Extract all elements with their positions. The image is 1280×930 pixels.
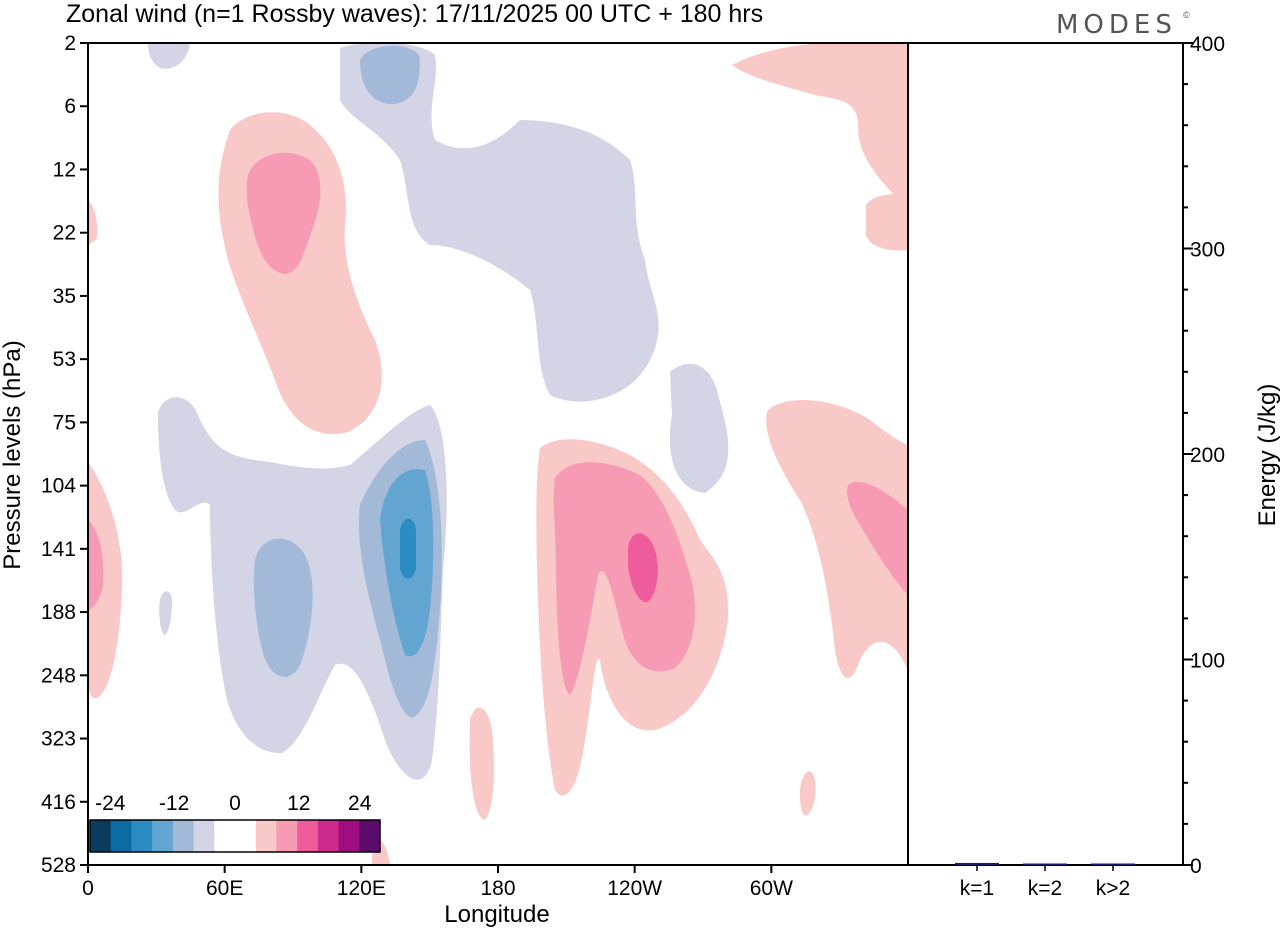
colorbar: -24 -12 0 12 24 [89, 792, 381, 853]
bar-category-label: k>2 [1096, 877, 1130, 900]
colorbar-swatch [235, 820, 257, 852]
contour-neg-small-blob [159, 591, 172, 635]
contour-neg-top-small [148, 43, 190, 69]
contour-pos-lower-center-core [628, 533, 658, 603]
contour-pos-top-right2 [866, 193, 908, 251]
colorbar-label: 12 [287, 792, 310, 815]
colorbar-swatch [110, 820, 132, 852]
colorbar-swatch [131, 820, 153, 852]
y-tick-label: 416 [41, 791, 76, 814]
y-tick-label: 2 [64, 32, 76, 55]
energy-axis-label: Energy (J/kg) [1254, 384, 1280, 527]
x-tick-label: 120W [607, 877, 662, 900]
x-tick-label: 120E [337, 877, 386, 900]
colorbar-label: -24 [95, 792, 126, 815]
colorbar-swatch [172, 820, 195, 852]
colorbar-swatch [276, 820, 298, 852]
contour-neg-lower-left-core [400, 518, 416, 579]
x-tick-label: 0 [82, 877, 94, 900]
energy-tick-label: 400 [1190, 33, 1225, 56]
colorbar-label: 0 [229, 792, 241, 815]
colorbar-swatch [338, 820, 360, 852]
colorbar-swatch [317, 820, 340, 852]
y-tick-label: 188 [41, 601, 76, 624]
contour-pos-lower-center-mid [553, 462, 695, 695]
y-axis-ticks: 2 6 12 22 35 53 75 104 141 188 248 323 416 528 [41, 32, 88, 877]
contour-pos-left-edge-core [88, 520, 104, 610]
y-tick-label: 53 [53, 348, 76, 371]
colorbar-swatch [255, 820, 277, 852]
contour-pos-left-edge [88, 462, 123, 699]
copyright-mark: © [1183, 10, 1190, 20]
y-tick-label: 528 [41, 854, 76, 877]
colorbar-swatch [214, 820, 236, 852]
y-tick-label: 35 [53, 285, 76, 308]
colorbar-swatch [90, 820, 112, 852]
energy-bar [955, 862, 999, 865]
y-tick-label: 248 [41, 664, 76, 687]
contour-pos-upper-left-core [246, 152, 321, 274]
contour-field [88, 43, 908, 865]
y-tick-label: 141 [41, 538, 76, 561]
contour-neg-right-mid [669, 363, 729, 493]
contour-pos-top-right3 [88, 200, 98, 245]
energy-bar [1091, 863, 1135, 865]
colorbar-swatch [359, 820, 381, 852]
colorbar-label: 24 [348, 792, 372, 815]
bar-category-label: k=1 [960, 877, 994, 900]
contour-neg-upper-center-core [360, 45, 420, 105]
contour-pos-lower-right-core [847, 481, 908, 595]
y-axis-label: Pressure levels (hPa) [0, 340, 26, 569]
y-tick-label: 22 [53, 222, 76, 245]
energy-tick-label: 300 [1190, 239, 1225, 262]
x-tick-label: 60W [750, 877, 793, 900]
contour-pos-small-lower1 [469, 707, 494, 820]
colorbar-frame [89, 819, 381, 853]
bar-category-label: k=2 [1028, 877, 1062, 900]
y-tick-label: 104 [41, 475, 76, 498]
energy-tick-label: 100 [1190, 650, 1225, 673]
x-tick-label: 180 [480, 877, 515, 900]
y-tick-label: 75 [53, 411, 76, 434]
colorbar-label: -12 [159, 792, 189, 815]
colorbar-swatch [297, 820, 319, 852]
contour-neg-upper-center [340, 43, 659, 402]
energy-tick-label: 0 [1190, 855, 1202, 878]
x-axis-ticks: 0 60E 120E 180 120W 60W [82, 865, 793, 900]
contour-pos-small-lower2 [800, 771, 816, 816]
energy-axis-ticks: 0 100 200 300 400 [1183, 33, 1225, 878]
modes-logo: MODES [1056, 10, 1177, 40]
colorbar-swatch [152, 820, 174, 852]
y-tick-label: 323 [41, 728, 76, 751]
energy-tick-label: 200 [1190, 444, 1225, 467]
chart-title: Zonal wind (n=1 Rossby waves): 17/11/202… [66, 0, 763, 28]
energy-bars: k=1 k=2 k>2 [955, 862, 1135, 900]
colorbar-swatch [193, 820, 215, 852]
x-tick-label: 60E [206, 877, 243, 900]
y-tick-label: 6 [64, 95, 76, 118]
y-tick-label: 12 [53, 158, 76, 181]
x-axis-label: Longitude [444, 901, 549, 928]
contour-pos-lower-right [766, 399, 908, 679]
contour-neg-lower-left-mid1 [253, 538, 313, 677]
energy-bar [1023, 863, 1067, 865]
contour-pos-top-right1 [732, 43, 908, 210]
